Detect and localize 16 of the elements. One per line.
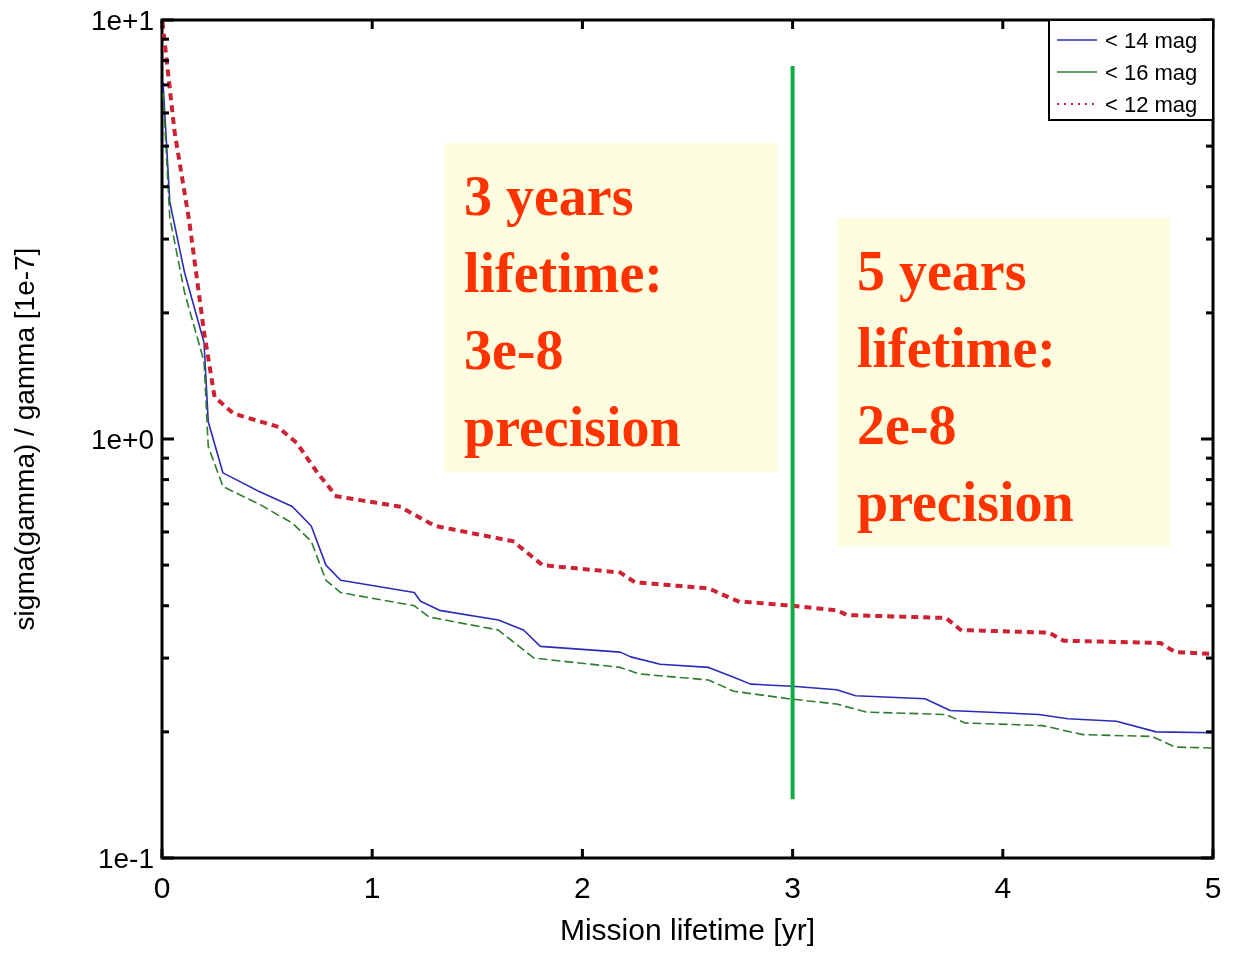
legend-label: < 16 mag [1105,59,1198,85]
x-tick-label: 3 [784,871,801,904]
x-axis-title: Mission lifetime [yr] [559,913,816,946]
x-tick-label: 2 [574,871,591,904]
x-tick-label: 5 [1204,871,1222,904]
x-tick-label: 4 [994,871,1012,904]
y-tick-label: 1e+1 [90,4,154,36]
legend-label: < 14 mag [1105,27,1198,53]
annotation: 3 years lifetime: 3e-8 precision [464,165,681,458]
annotation: 5 years lifetime: 2e-8 precision [857,240,1074,533]
x-tick-label: 1 [363,871,381,904]
y-axis-title: sigma(gamma) / gamma [1e-7] [9,247,40,631]
x-tick-label: 0 [153,871,171,904]
y-tick-label: 1e+0 [90,423,154,455]
y-tick-label: 1e-1 [97,842,154,874]
legend-label: < 12 mag [1105,91,1198,117]
